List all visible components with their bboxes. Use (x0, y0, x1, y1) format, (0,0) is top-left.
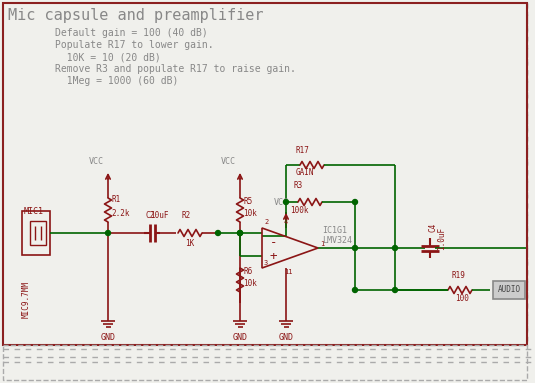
Text: Remove R3 and populate R17 to raise gain.: Remove R3 and populate R17 to raise gain… (8, 64, 296, 74)
Circle shape (353, 288, 357, 293)
Circle shape (353, 246, 357, 250)
Text: 1.0uF: 1.0uF (437, 227, 446, 250)
Text: 1K: 1K (185, 239, 194, 248)
Text: R3: R3 (294, 181, 303, 190)
Text: 10k: 10k (243, 280, 257, 288)
Text: C4: C4 (428, 223, 437, 232)
Text: 100k: 100k (290, 206, 309, 215)
Text: +: + (270, 250, 278, 263)
Text: R5: R5 (243, 198, 252, 206)
Text: 1: 1 (320, 241, 324, 247)
Bar (3, 3, 527, 345)
Circle shape (284, 200, 288, 205)
Text: 3: 3 (264, 260, 268, 266)
Text: C2: C2 (146, 211, 155, 220)
Text: MIC1: MIC1 (24, 207, 44, 216)
Text: 4: 4 (284, 219, 288, 225)
Circle shape (105, 231, 111, 236)
Text: GND: GND (279, 333, 294, 342)
Text: -: - (270, 236, 278, 249)
Text: R17: R17 (296, 146, 310, 155)
Text: 10K = 10 (20 dB): 10K = 10 (20 dB) (8, 52, 160, 62)
Text: VCC: VCC (274, 198, 289, 207)
Text: Default gain = 100 (40 dB): Default gain = 100 (40 dB) (8, 28, 208, 38)
Text: Populate R17 to lower gain.: Populate R17 to lower gain. (8, 40, 213, 50)
Text: GND: GND (233, 333, 248, 342)
Circle shape (238, 231, 242, 236)
Text: 10uF: 10uF (150, 211, 169, 220)
Bar (30, 221, 46, 245)
Text: LMV324: LMV324 (322, 236, 352, 245)
Text: IC1G1: IC1G1 (322, 226, 347, 235)
Circle shape (393, 288, 398, 293)
Bar (22, 211, 50, 255)
Text: 1Meg = 1000 (60 dB): 1Meg = 1000 (60 dB) (8, 76, 178, 86)
Text: R2: R2 (182, 211, 191, 220)
Circle shape (216, 231, 220, 236)
Text: Mic capsule and preamplifier: Mic capsule and preamplifier (8, 8, 264, 23)
Text: AUDIO: AUDIO (498, 285, 521, 295)
Text: GAIN: GAIN (296, 168, 315, 177)
Text: 2.2k: 2.2k (111, 210, 129, 218)
Text: MIC9.7MM: MIC9.7MM (22, 281, 31, 318)
Text: 10k: 10k (243, 210, 257, 218)
Text: VCC: VCC (88, 157, 103, 166)
Text: R19: R19 (452, 271, 466, 280)
Bar (3, 345, 527, 380)
Text: 2: 2 (264, 219, 268, 225)
Text: GND: GND (101, 333, 116, 342)
Text: R6: R6 (243, 267, 252, 277)
Text: VCC: VCC (220, 157, 235, 166)
Circle shape (238, 231, 242, 236)
Text: 100: 100 (455, 294, 469, 303)
Text: R1: R1 (111, 195, 120, 205)
Text: 11: 11 (284, 269, 293, 275)
Circle shape (353, 200, 357, 205)
Circle shape (393, 246, 398, 250)
FancyBboxPatch shape (493, 281, 525, 299)
